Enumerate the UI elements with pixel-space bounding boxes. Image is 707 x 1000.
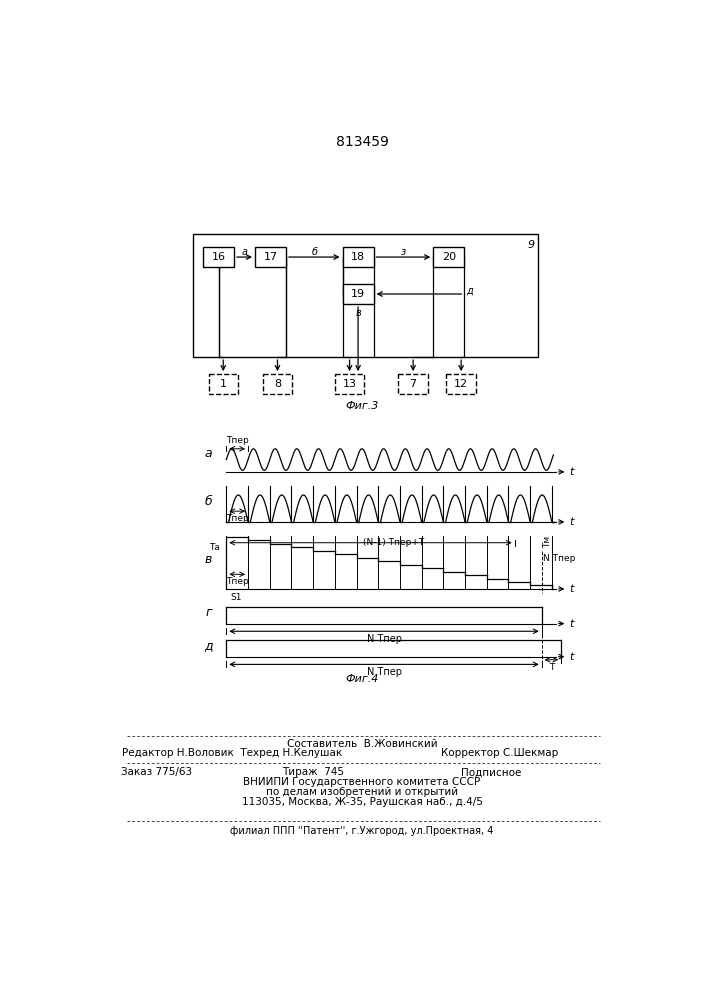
Text: t: t [569,619,573,629]
Text: филиал ППП ''Патент'', г.Ужгород, ул.Проектная, 4: филиал ППП ''Патент'', г.Ужгород, ул.Про… [230,826,493,836]
Text: а: а [242,247,247,257]
Text: по делам изобретений и открытий: по делам изобретений и открытий [266,787,458,797]
Text: 17: 17 [264,252,278,262]
Text: Тпер: Тпер [226,577,249,586]
Text: Фиг.4: Фиг.4 [345,674,379,684]
Text: з: з [401,247,406,257]
Text: Редактор Н.Воловик  Техред Н.Келушак: Редактор Н.Воловик Техред Н.Келушак [122,748,342,758]
Bar [433,247,464,267]
Text: 19: 19 [351,289,365,299]
Bar [263,374,292,394]
Text: д: д [467,285,473,295]
Text: 9: 9 [527,240,534,250]
Text: T: T [549,663,554,672]
Text: Тираж  745: Тираж 745 [282,767,344,777]
Bar [209,374,238,394]
Text: в: в [205,553,212,566]
Text: в: в [355,308,361,318]
Text: 7: 7 [409,379,416,389]
Text: t: t [569,517,573,527]
Text: N Тпер: N Тпер [366,667,402,677]
Text: 813459: 813459 [336,135,388,149]
Text: Тпер: Тпер [226,436,249,445]
Text: г: г [206,606,212,619]
Text: ВНИИПИ Государственного комитета СССР: ВНИИПИ Государственного комитета СССР [243,777,481,787]
Text: Тм: Тм [543,536,551,548]
Text: 13: 13 [343,379,356,389]
Text: Тa: Тa [209,543,220,552]
Text: Подписное: Подписное [461,767,522,777]
Text: 8: 8 [274,379,281,389]
Text: Заказ 775/63: Заказ 775/63 [121,767,192,777]
Text: а: а [205,447,212,460]
Text: 18: 18 [351,252,365,262]
Text: Корректор С.Шекмар: Корректор С.Шекмар [440,748,558,758]
Text: 20: 20 [442,252,456,262]
Text: Тпер: Тпер [226,514,249,523]
Bar [335,374,364,394]
Text: б: б [311,247,317,257]
Text: t: t [569,652,573,662]
Bar [255,247,286,267]
Bar [446,374,476,394]
Bar [343,247,373,267]
Text: 16: 16 [211,252,226,262]
Text: 1: 1 [220,379,227,389]
Text: (N-1) Тпер+Т: (N-1) Тпер+Т [363,538,424,547]
Text: б: б [204,495,212,508]
Text: N Тпер: N Тпер [543,554,575,563]
Bar [193,234,538,357]
Text: д: д [204,639,212,652]
Text: 113035, Москва, Ж-35, Раушская наб., д.4/5: 113035, Москва, Ж-35, Раушская наб., д.4… [242,797,482,807]
Text: 12: 12 [454,379,468,389]
Text: t: t [569,467,573,477]
Text: N Тпер: N Тпер [366,634,402,644]
Text: t: t [569,584,573,594]
Bar [343,284,373,304]
Text: Составитель  В.Жовинский: Составитель В.Жовинский [286,739,437,749]
Bar [398,374,428,394]
Bar [203,247,234,267]
Text: Фиг.3: Фиг.3 [345,401,379,411]
Text: S1: S1 [230,593,242,602]
